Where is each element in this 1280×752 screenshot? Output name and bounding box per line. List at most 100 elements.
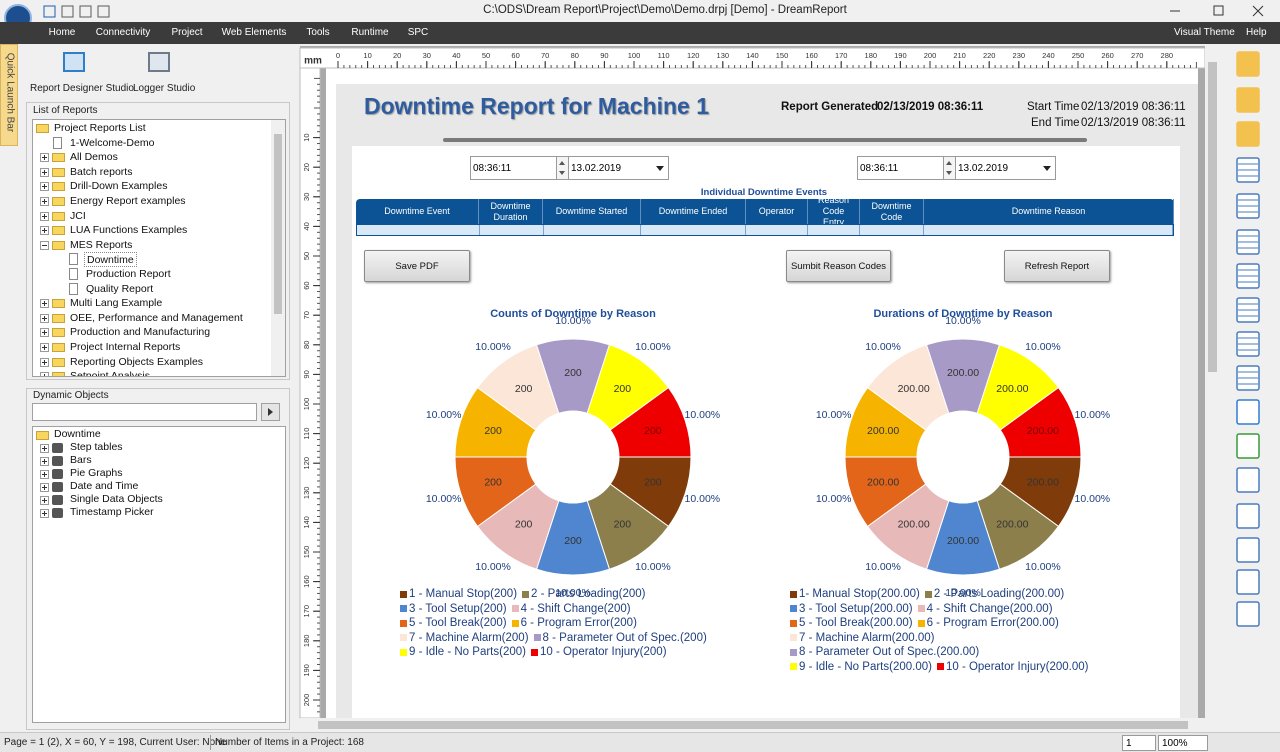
slice-percent-label: 10.00% (555, 587, 591, 599)
tree-item[interactable]: Reporting Objects Examples (70, 355, 204, 368)
menu-item[interactable]: Web Elements (221, 27, 287, 38)
expander[interactable] (40, 167, 49, 177)
expander[interactable] (40, 328, 49, 338)
ruler-label: 140 (302, 516, 311, 529)
legend-item: 3 - Tool Setup(200.00) (790, 602, 913, 617)
tree-item[interactable]: All Demos (70, 151, 118, 164)
slice-percent-label: 10.00% (475, 561, 511, 573)
slice-value-label: 200.00 (898, 519, 930, 531)
time-input[interactable]: 08:36:11 (470, 156, 557, 180)
slice-value-label: 200.00 (996, 519, 1028, 531)
tree-item[interactable]: Step tables (70, 441, 123, 453)
button[interactable]: Sumbit Reason Codes (786, 250, 891, 282)
ruler-label: 30 (423, 51, 431, 60)
tree-item[interactable]: Downtime (54, 428, 101, 440)
expander-bar (44, 184, 45, 190)
expander[interactable] (40, 509, 49, 518)
menu-item[interactable]: Home (48, 27, 76, 38)
expander-bar (44, 213, 45, 219)
ruler-label: 150 (302, 546, 311, 559)
tree-item[interactable]: LUA Functions Examples (70, 224, 188, 237)
ruler-label: 160 (805, 51, 818, 60)
tree-item[interactable]: Batch reports (70, 165, 133, 178)
search-input[interactable] (32, 403, 257, 421)
column-header: Downtime Reason (924, 199, 1174, 224)
expander[interactable] (40, 357, 49, 367)
expander[interactable] (40, 372, 49, 376)
slice-value-label: 200.00 (867, 477, 899, 489)
menu-item[interactable]: Connectivity (95, 27, 151, 38)
expander[interactable] (40, 483, 49, 492)
expander-bar (44, 472, 45, 477)
dropdown-arrow (1043, 166, 1051, 171)
ruler-label: 190 (894, 51, 907, 60)
chart-title: Durations of Downtime by Reason (873, 308, 1052, 320)
ruler-label: 190 (302, 664, 311, 677)
studio-icon[interactable] (148, 52, 170, 72)
expander[interactable] (40, 457, 49, 466)
expander[interactable] (40, 153, 49, 163)
expander[interactable] (40, 182, 49, 192)
tree-item[interactable]: Drill-Down Examples (70, 180, 168, 193)
menu-item[interactable]: Project (171, 27, 203, 38)
button[interactable]: Refresh Report (1004, 250, 1110, 282)
time-spinner[interactable] (556, 156, 569, 180)
tree-item[interactable]: Downtime (84, 252, 137, 267)
studio-label[interactable]: Logger Studio (133, 83, 196, 94)
expander[interactable] (40, 240, 49, 250)
studio-label[interactable]: Report Designer Studio (30, 83, 134, 94)
tree-item[interactable]: Project Reports List (54, 122, 146, 134)
button-label: Save PDF (395, 260, 439, 272)
tree-item[interactable]: Bars (70, 454, 92, 466)
table-cell (641, 225, 747, 235)
tree-item[interactable]: Date and Time (70, 480, 139, 492)
expander[interactable] (40, 197, 49, 206)
slice-percent-label: 10.00% (635, 341, 671, 353)
expander[interactable] (40, 444, 49, 453)
date-picker[interactable]: 13.02.2019 (955, 156, 1056, 180)
menu-item[interactable]: Tools (306, 27, 330, 38)
expander[interactable] (40, 313, 49, 323)
tree-item[interactable]: Quality Report (86, 282, 154, 295)
tree-item[interactable]: 1-Welcome-Demo (70, 136, 155, 149)
menu-help[interactable]: Help (1246, 27, 1267, 38)
legend-label: 5 - Tool Break(200.00) (799, 617, 913, 630)
tree-item[interactable]: OEE, Performance and Management (70, 311, 243, 324)
ruler-label: 120 (302, 457, 311, 470)
quick-launch-bar[interactable]: Quick Launch Bar (0, 44, 18, 146)
tree-item[interactable]: Single Data Objects (70, 493, 163, 505)
tree-item[interactable]: MES Reports (70, 238, 133, 251)
tree-item[interactable]: Multi Lang Example (70, 297, 163, 310)
tree-item[interactable]: Timestamp Picker (70, 506, 154, 518)
folder-icon (36, 431, 49, 440)
tree-item[interactable]: Setpoint Analysis (70, 370, 150, 377)
tree-item[interactable]: Production and Manufacturing (70, 326, 211, 339)
menu-item[interactable]: SPC (407, 27, 429, 38)
expander[interactable] (40, 211, 49, 221)
tree-item[interactable]: Project Internal Reports (70, 341, 181, 353)
expander[interactable] (40, 496, 49, 505)
time-input[interactable]: 08:36:11 (857, 156, 944, 180)
studio-icon[interactable] (63, 52, 85, 72)
expander[interactable] (40, 299, 49, 309)
menu-item[interactable]: Runtime (351, 27, 389, 38)
menu-visual-theme[interactable]: Visual Theme (1174, 27, 1235, 38)
status-bar: Page = 1 (2), X = 60, Y = 198, Current U… (0, 732, 1280, 752)
legend-swatch (533, 634, 541, 642)
tree-item[interactable]: Energy Report examples (70, 195, 186, 207)
search-button[interactable] (261, 403, 280, 421)
zoom-select[interactable]: 100% (1158, 735, 1208, 751)
expander[interactable] (40, 470, 49, 479)
expander[interactable] (40, 226, 49, 236)
slice-percent-label: 10.00% (685, 409, 721, 421)
tree-item[interactable]: Pie Graphs (70, 467, 123, 479)
date-picker[interactable]: 13.02.2019 (568, 156, 669, 180)
tree-item[interactable]: JCI (70, 209, 86, 222)
expander[interactable] (40, 343, 49, 352)
tree-item[interactable]: Production Report (86, 268, 171, 280)
page-select[interactable]: 1 (1122, 735, 1156, 751)
legend-swatch (790, 648, 797, 656)
folder-icon (52, 299, 65, 309)
button[interactable]: Save PDF (364, 250, 470, 282)
date-text: 13.02.2019 (958, 163, 1009, 174)
